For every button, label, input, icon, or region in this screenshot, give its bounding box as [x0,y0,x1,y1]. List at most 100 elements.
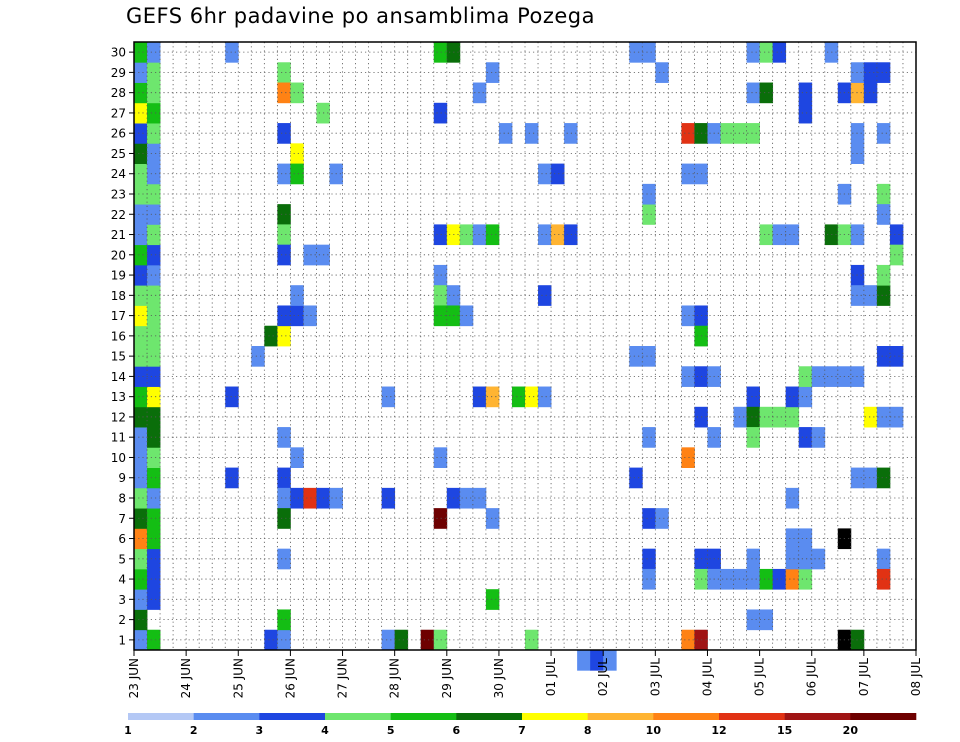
y-tick-label: 8 [118,492,126,506]
heatmap-cell [863,467,878,489]
heatmap-cell [277,548,291,570]
heatmap-cell [147,285,161,306]
x-tick-label: 01 JUL [544,658,558,696]
colorbar-label: 7 [518,724,526,737]
heatmap-cell [798,427,813,448]
heatmap-cell [733,123,747,144]
heatmap-cell [147,406,161,428]
heatmap-cell [290,82,304,104]
heatmap-cell [147,427,161,448]
heatmap-cell [485,589,500,610]
colorbar-label: 4 [321,724,329,737]
heatmap-cell [277,427,291,448]
heatmap-cell [485,62,500,83]
y-tick-label: 9 [118,471,126,485]
heatmap-cell [147,82,161,104]
y-tick-label: 29 [111,66,126,80]
colorbar-label: 20 [843,724,859,737]
heatmap-cell [147,629,161,651]
y-tick-label: 28 [111,86,126,100]
heatmap-cell [525,123,539,144]
heatmap-cell [147,589,161,610]
y-tick-label: 1 [118,633,126,647]
heatmap-cell [264,325,278,347]
heatmap-cell [277,163,291,185]
heatmap-cell [134,285,148,306]
colorbar-segment [128,713,194,720]
plot-frame [133,41,917,651]
heatmap-cell [772,224,787,246]
y-tick-label: 20 [111,248,126,262]
heatmap-cell [525,629,539,651]
heatmap-cell [277,609,291,631]
y-tick-label: 15 [111,350,126,364]
y-tick-label: 10 [111,451,126,465]
heatmap-cell [134,82,148,104]
heatmap-cell [134,244,148,266]
heatmap-cell [746,42,760,63]
heatmap-cell [134,427,148,448]
heatmap-cell [147,548,161,570]
heatmap-cell [134,508,148,529]
heatmap-cell [290,163,304,185]
heatmap-cell [511,386,526,408]
y-tick-label: 22 [111,208,126,222]
heatmap-cell [147,42,161,63]
heatmap-cell [681,629,695,651]
heatmap-cell [381,386,396,408]
heatmap-cell [147,447,161,468]
y-tick-label: 23 [111,188,126,202]
heatmap-cell [147,487,161,509]
y-tick-label: 6 [118,532,126,546]
heatmap-cell [889,346,904,367]
heatmap-cell [485,224,500,246]
heatmap-cell [303,244,317,266]
heatmap-cell [811,548,826,570]
heatmap-cell [746,406,760,428]
heatmap-cell [798,548,813,570]
heatmap-cell [147,244,161,266]
heatmap-cell [277,629,291,651]
heatmap-cell [134,42,148,63]
heatmap-cell [290,285,304,306]
heatmap-cell [134,487,148,509]
heatmap-cell [277,82,291,104]
x-tick-label: 30 JUN [492,658,506,698]
heatmap-cells [134,42,904,671]
colorbar-label: 2 [190,724,198,737]
heatmap-cell [147,224,161,246]
heatmap-cell [590,650,604,671]
y-tick-label: 13 [111,390,126,404]
heatmap-cell [785,548,800,570]
heatmap-cell [134,386,148,408]
colorbar-segment [259,713,326,720]
heatmap-cell [642,427,656,448]
heatmap-cell [147,143,161,164]
heatmap-cell [147,102,161,124]
heatmap-cell [277,204,291,225]
heatmap-cell [147,305,161,327]
heatmap-cell [147,163,161,185]
heatmap-cell [147,467,161,489]
heatmap-cell [277,325,291,347]
x-tick-label: 05 JUL [753,658,767,696]
heatmap-cell [134,589,148,610]
heatmap-cell [798,568,813,590]
heatmap-cell [134,123,148,144]
heatmap-cell [733,406,747,428]
heatmap-cell [629,346,643,367]
heatmap-cell [134,325,148,347]
x-tick-label: 02 JUL [596,658,610,696]
heatmap-cell [759,406,774,428]
heatmap-cell [785,406,800,428]
heatmap-cell [746,82,760,104]
heatmap-cell [134,204,148,225]
heatmap-cell [277,487,291,509]
heatmap-cell [759,82,774,104]
y-axis-ticks: 1234567891011121314151617181920212223242… [111,46,134,647]
heatmap-cell [134,102,148,124]
heatmap-cell [433,508,448,529]
heatmap-cell [538,386,552,408]
heatmap-cell [277,62,291,83]
heatmap-cell [876,62,891,83]
